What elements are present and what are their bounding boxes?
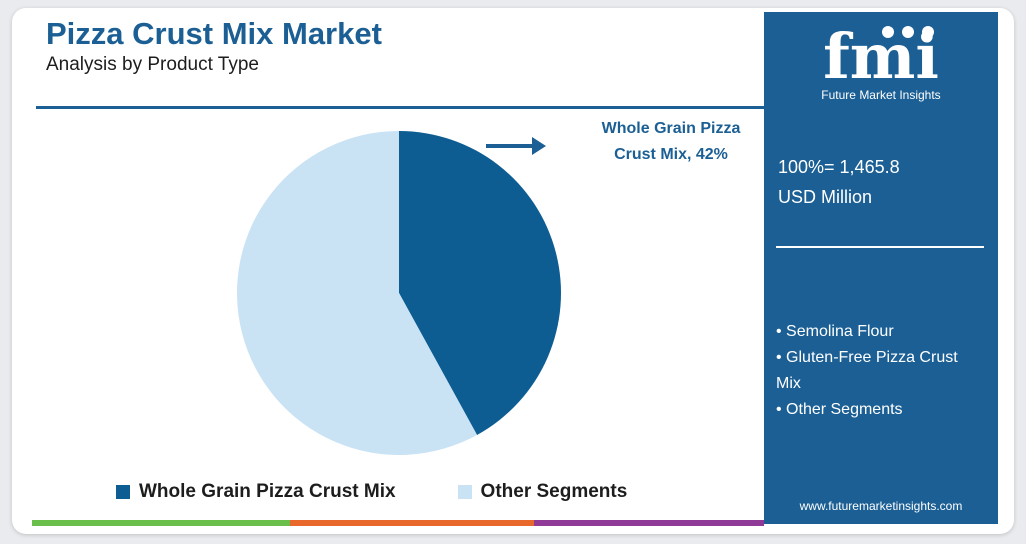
market-total-value: 100%= 1,465.8 [778,157,900,177]
sidebar-panel: fmi Future Market Insights 100%= 1,465.8… [764,12,998,524]
market-total: 100%= 1,465.8 USD Million [778,152,900,212]
bottom-bar-green [32,520,290,526]
report-card: Pizza Crust Mix Market Analysis by Produ… [12,8,1014,534]
logo-text: fmi [823,20,939,93]
callout-line-1: Whole Grain Pizza [601,120,741,137]
pie-chart [236,131,561,455]
legend-label-other: Other Segments [480,481,628,502]
segment-item: • Semolina Flour [776,323,894,340]
pie-slice-other-segments [236,131,478,455]
legend-swatch-whole-grain [116,485,130,499]
callout-line-2: Crust Mix, 42% [614,146,728,163]
pie-slice-whole-grain [399,131,561,435]
legend-label-whole-grain: Whole Grain Pizza Crust Mix [139,481,396,502]
fmi-logo: fmi [823,20,939,93]
page-subtitle: Analysis by Product Type [46,54,259,75]
legend-item-other: Other Segments [457,481,628,503]
market-total-unit: USD Million [778,187,873,207]
page-title: Pizza Crust Mix Market [46,16,382,51]
pie-callout-label: Whole Grain Pizza Crust Mix, 42% [586,116,756,168]
header-divider [36,106,764,109]
bottom-bar-orange [290,520,534,526]
bottom-bar-purple [534,520,764,526]
segment-item: • Gluten-Free Pizza Crust Mix [776,349,958,392]
chart-legend: Whole Grain Pizza Crust Mix Other Segmen… [116,478,689,506]
arrow-right-icon [486,137,546,155]
logo-subtitle: Future Market Insights [821,88,941,102]
segment-item: • Other Segments [776,401,903,418]
segment-list: • Semolina Flour • Gluten-Free Pizza Cru… [776,319,986,423]
bottom-color-bar [32,520,764,526]
legend-item-whole-grain: Whole Grain Pizza Crust Mix [116,481,396,503]
legend-swatch-other [457,485,472,499]
website-link[interactable]: www.futuremarketinsights.com [799,499,963,513]
sidebar-divider [776,246,984,248]
